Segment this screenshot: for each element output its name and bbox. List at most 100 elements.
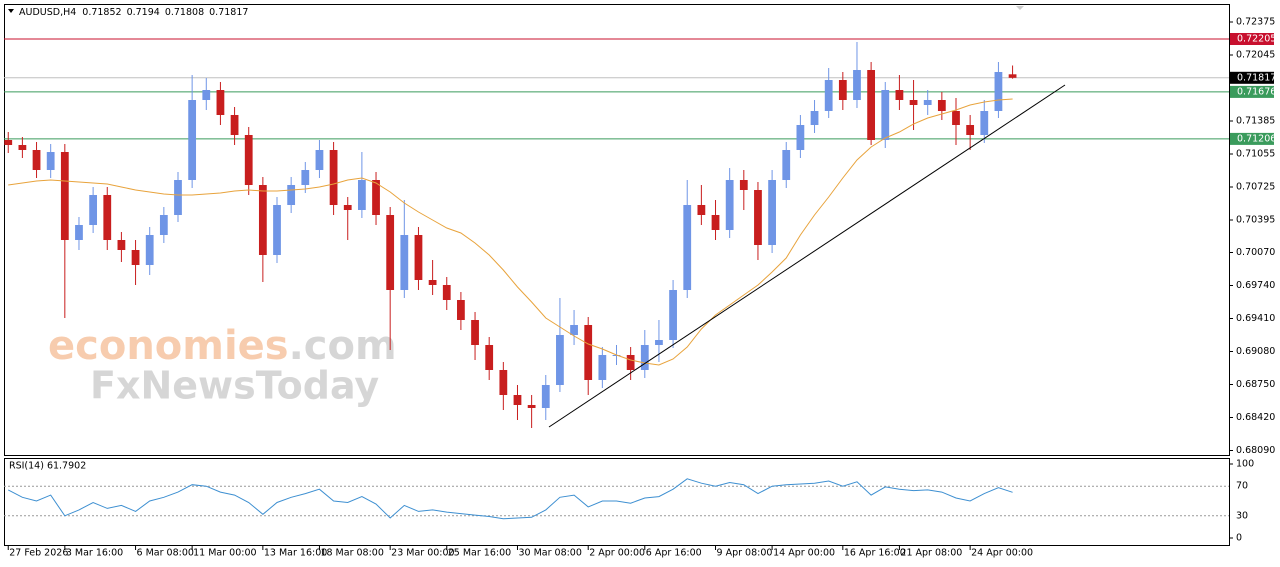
candle-body [216, 90, 225, 115]
candle-body [499, 370, 508, 395]
candle-body [810, 111, 819, 125]
candle-body [145, 235, 154, 265]
candle-body [541, 385, 550, 408]
candle-body [471, 320, 479, 345]
candle-body [89, 195, 98, 225]
y-tick-label: 100 [1236, 459, 1254, 470]
candle-body [230, 115, 239, 135]
y-tick-label: 0.71055 [1236, 149, 1275, 160]
candle-body [287, 185, 296, 205]
candle-body [159, 215, 168, 235]
current-price-box [1230, 71, 1274, 84]
y-tick-label: 0.68420 [1236, 412, 1275, 423]
rsi-line [7, 478, 1013, 520]
menu-caret[interactable] [8, 9, 14, 13]
candle-body [739, 180, 748, 190]
candle-body [527, 405, 536, 408]
candle-body [4, 140, 13, 145]
trend-line [548, 84, 1066, 428]
y-tick-label: 0.70070 [1236, 247, 1275, 258]
candle-body [640, 345, 649, 370]
candle-body [485, 345, 494, 370]
y-tick-label: 0.72045 [1236, 50, 1275, 61]
candle-body [598, 355, 607, 380]
candle-body [75, 225, 83, 240]
candle-body [853, 70, 861, 100]
watermark-brand2: FxNewsToday [90, 364, 379, 408]
candle-body [626, 355, 635, 370]
x-tick-label: 6 Mar 08:00 [137, 548, 194, 559]
x-tick-label: 9 Apr 08:00 [717, 548, 773, 559]
y-tick-label: 0.68750 [1236, 379, 1275, 390]
candle-body [414, 235, 423, 280]
x-tick-label: 30 Mar 08:00 [518, 548, 581, 559]
candle-body [683, 205, 692, 290]
level-label: 0.71676 [1237, 86, 1276, 97]
candle-body [258, 185, 267, 255]
candle-body [824, 80, 833, 111]
candle-body [895, 90, 904, 100]
candle-body [117, 240, 126, 250]
y-tick-label: 0.69410 [1236, 313, 1275, 324]
y-tick-label: 0.69080 [1236, 346, 1275, 357]
x-tick-label: 11 Mar 00:00 [193, 548, 256, 559]
candle-body [442, 285, 451, 300]
x-tick-label: 3 Mar 16:00 [66, 548, 123, 559]
candle-body [768, 180, 776, 245]
candle-body [244, 135, 253, 185]
moving-average [8, 98, 1013, 366]
y-tick-label: 30 [1236, 510, 1248, 521]
x-tick-label: 2 Apr 00:00 [589, 548, 645, 559]
rsi-title: RSI(14) 61.7902 [9, 461, 86, 472]
candle-body [103, 195, 112, 240]
price-panel-frame [4, 4, 1230, 456]
candle-body [32, 150, 41, 170]
level-box [1230, 85, 1274, 98]
y-tick-label: 0.70725 [1236, 182, 1275, 193]
candle-body [952, 111, 960, 125]
candle-body [725, 180, 734, 230]
candle-body [584, 325, 593, 380]
candle-body [966, 125, 975, 135]
x-tick-label: 6 Apr 16:00 [646, 548, 702, 559]
x-tick-label: 25 Mar 16:00 [448, 548, 511, 559]
candle-body [1008, 74, 1017, 78]
candle-body [357, 180, 366, 210]
candle-body [188, 100, 197, 180]
candle-body [513, 395, 522, 405]
candle-body [329, 150, 338, 205]
candle-body [400, 235, 409, 290]
candle-body [796, 125, 805, 150]
y-tick-label: 70 [1236, 481, 1248, 492]
candle-body [711, 215, 720, 230]
level-box [1230, 33, 1274, 45]
candle-body [980, 111, 989, 135]
level-box [1230, 132, 1274, 145]
y-tick-label: 0.70395 [1236, 215, 1275, 226]
level-label: 0.71206 [1237, 133, 1276, 144]
candle-body [60, 152, 69, 240]
watermark: economies.com FxNewsToday [48, 323, 397, 408]
x-tick-label: 27 Feb 2026 [9, 548, 68, 559]
candle-body [782, 150, 791, 180]
y-tick-label: 0 [1236, 533, 1242, 544]
y-tick-label: 0.69740 [1236, 280, 1275, 291]
candle-body [174, 180, 182, 215]
x-tick-label: 13 Mar 16:00 [264, 548, 327, 559]
x-tick-label: 24 Apr 00:00 [971, 548, 1033, 559]
candle-body [273, 205, 281, 255]
candle-body [457, 300, 465, 320]
level-label: 0.72205 [1237, 34, 1276, 45]
x-tick-label: 23 Mar 00:00 [391, 548, 454, 559]
y-tick-label: 0.68090 [1236, 445, 1275, 456]
candle-body [428, 280, 437, 285]
candle-body [315, 150, 324, 170]
watermark-brand: economies.com [48, 323, 397, 369]
chart-header: AUDUSD,H4 0.71852 0.7194 0.71808 0.71817 [19, 7, 248, 18]
shift-marker [1016, 6, 1024, 10]
x-tick-label: 18 Mar 08:00 [320, 548, 383, 559]
candle-body [669, 290, 677, 340]
candle-body [909, 100, 918, 105]
